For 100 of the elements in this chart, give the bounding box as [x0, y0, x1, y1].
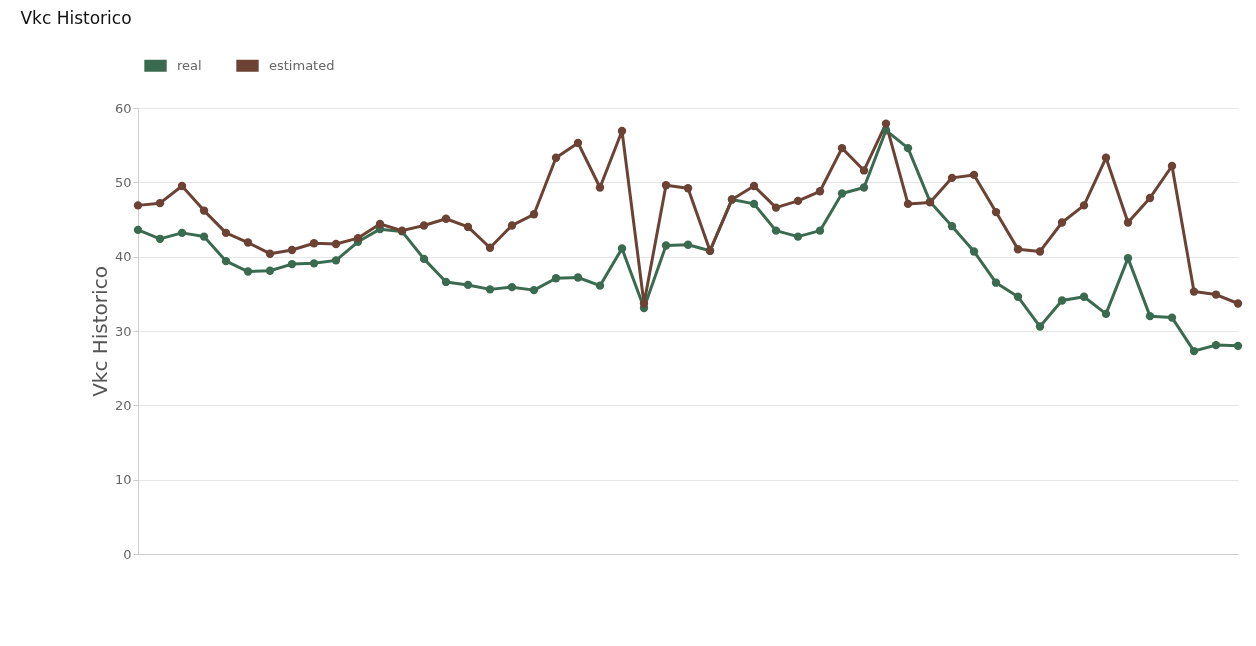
y-tick-label: 50 — [114, 174, 132, 190]
point — [287, 245, 297, 255]
point — [837, 189, 847, 198]
y-tick-label: 0 — [123, 546, 132, 562]
point — [859, 183, 869, 192]
point — [771, 203, 781, 212]
point — [815, 187, 825, 196]
point — [221, 256, 231, 266]
point — [243, 267, 253, 276]
point — [309, 259, 319, 268]
point — [683, 240, 693, 249]
point — [1167, 161, 1177, 171]
point — [463, 280, 473, 290]
point — [661, 241, 671, 250]
point — [815, 226, 825, 235]
point — [1035, 247, 1045, 256]
point — [265, 266, 275, 275]
point — [199, 232, 209, 241]
point — [793, 196, 803, 206]
y-axis-title: Vkc Historico — [87, 266, 112, 397]
point — [529, 210, 539, 219]
point — [507, 221, 517, 230]
point — [1101, 309, 1111, 319]
point — [199, 206, 209, 215]
point — [617, 126, 627, 136]
point — [639, 299, 649, 308]
point — [1145, 193, 1155, 203]
y-tick-label: 30 — [114, 323, 132, 339]
point — [947, 222, 957, 231]
point — [1189, 346, 1199, 356]
point — [309, 239, 319, 248]
point — [661, 181, 671, 190]
point — [881, 119, 891, 128]
point — [463, 222, 473, 232]
point — [969, 170, 979, 180]
point — [749, 181, 759, 191]
point — [177, 228, 187, 238]
point — [903, 143, 913, 153]
point — [1123, 218, 1133, 227]
point — [1145, 311, 1155, 321]
point — [1167, 313, 1177, 322]
point — [441, 214, 451, 223]
point — [617, 244, 627, 253]
point — [485, 285, 495, 294]
point — [353, 233, 363, 243]
point — [1013, 245, 1023, 254]
point — [859, 166, 869, 175]
point — [1211, 340, 1221, 350]
point — [1211, 290, 1221, 299]
point — [507, 282, 517, 292]
y-tick-label: 60 — [114, 100, 132, 116]
point — [595, 281, 605, 290]
point — [441, 277, 451, 287]
point — [837, 143, 847, 153]
point — [1233, 341, 1243, 351]
point — [1123, 253, 1133, 263]
point — [595, 183, 605, 192]
point — [1035, 322, 1045, 331]
legend-label: real — [177, 57, 202, 73]
point — [133, 201, 143, 210]
point — [331, 239, 341, 249]
point — [991, 278, 1001, 287]
point — [133, 225, 143, 235]
point — [683, 184, 693, 193]
point — [529, 285, 539, 295]
point — [1057, 296, 1067, 305]
point — [419, 254, 429, 264]
point — [221, 228, 231, 238]
chart-title: Vkc Historico — [20, 8, 132, 28]
point — [1233, 299, 1243, 308]
point — [331, 256, 341, 265]
point — [573, 138, 583, 148]
point — [551, 274, 561, 283]
point — [287, 259, 297, 269]
point — [1079, 201, 1089, 210]
point — [551, 153, 561, 162]
point — [485, 243, 495, 252]
point — [265, 249, 275, 258]
point — [793, 232, 803, 241]
point — [947, 173, 957, 183]
point — [1013, 292, 1023, 301]
point — [177, 181, 187, 191]
point — [1079, 292, 1089, 301]
y-tick-label: 20 — [114, 397, 132, 413]
point — [771, 226, 781, 235]
point — [375, 219, 385, 229]
point — [243, 238, 253, 247]
point — [155, 198, 165, 208]
point — [749, 199, 759, 209]
y-tick-label: 10 — [114, 472, 132, 488]
point — [419, 221, 429, 230]
point — [969, 247, 979, 256]
point — [903, 199, 913, 209]
point — [991, 207, 1001, 217]
point — [1057, 218, 1067, 227]
point — [155, 234, 165, 243]
point — [1189, 287, 1199, 296]
point — [1101, 153, 1111, 162]
point — [573, 273, 583, 282]
legend-label: estimated — [269, 57, 335, 73]
